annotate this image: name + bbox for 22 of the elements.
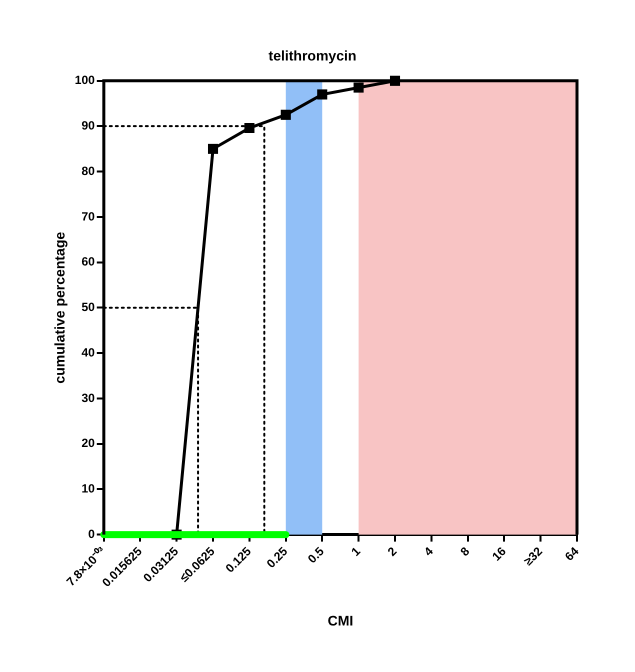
y-tick-label: 50	[81, 300, 96, 314]
y-tick-label: 70	[81, 209, 96, 224]
y-tick-label: 60	[81, 254, 96, 269]
y-tick-label: 100	[74, 73, 96, 88]
y-tick-label: 90	[81, 118, 96, 132]
chart-title: telithromycin	[268, 47, 356, 64]
x-tick-label: 1	[348, 544, 364, 559]
y-tick-label: 10	[81, 482, 96, 496]
y-tick-label: 80	[81, 164, 96, 178]
x-tick-label: ≥32	[521, 544, 546, 568]
x-tick-label: 8	[458, 544, 472, 559]
y-tick-label: 40	[81, 345, 96, 360]
x-tick-label: 16	[489, 544, 509, 564]
y-axis-title: cumulative percentage	[51, 232, 68, 384]
x-tick-label: 0.5	[304, 544, 327, 566]
x-tick-label: 2	[384, 544, 400, 559]
y-tick-label: 0	[88, 526, 96, 541]
y-tick-label: 20	[81, 436, 96, 450]
x-tick-label: 64	[562, 544, 582, 564]
x-tick-label: 4	[421, 544, 436, 559]
x-axis-title: CMI	[328, 612, 354, 628]
y-tick-label: 30	[81, 390, 96, 405]
